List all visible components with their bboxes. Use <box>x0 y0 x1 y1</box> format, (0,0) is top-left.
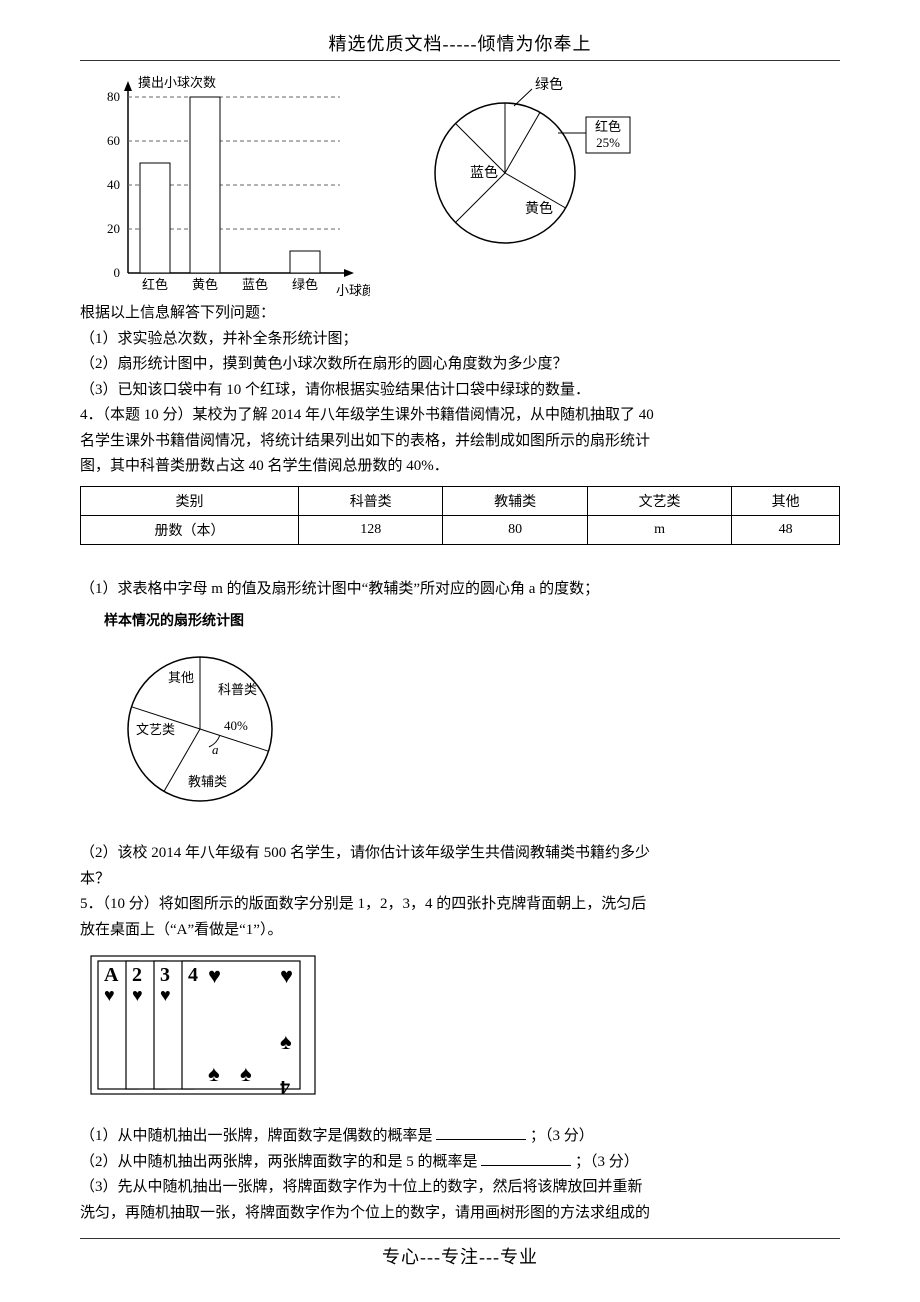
svg-text:3: 3 <box>160 964 170 986</box>
th-3: 文艺类 <box>587 486 731 515</box>
q5-p2: （2）从中随机抽出两张牌，两张牌面数字的和是 5 的概率是 ；（3 分） <box>80 1150 840 1176</box>
svg-text:其他: 其他 <box>168 670 194 685</box>
svg-text:科普类: 科普类 <box>218 682 257 697</box>
q5-p3a: （3）先从中随机抽出一张牌，将牌面数字作为十位上的数字，然后将该牌放回并重新 <box>80 1175 840 1201</box>
th-2: 教辅类 <box>443 486 587 515</box>
table-header-row: 类别 科普类 教辅类 文艺类 其他 <box>81 486 840 515</box>
pie2-title: 样本情况的扇形统计图 <box>104 610 840 630</box>
q4-part2: （2）该校 2014 年八年级有 500 名学生，请你估计该年级学生共借阅教辅类… <box>80 841 840 892</box>
bar-chart-svg: 0 20 40 60 80 红色 黄色 蓝色 绿色 摸出小 <box>90 73 370 301</box>
td-2: m <box>587 515 731 544</box>
charts-row: 0 20 40 60 80 红色 黄色 蓝色 绿色 摸出小 <box>90 73 840 293</box>
svg-text:0: 0 <box>114 265 121 280</box>
td-1: 80 <box>443 515 587 544</box>
td-3: 48 <box>732 515 840 544</box>
q5-p1: （1）从中随机抽出一张牌，牌面数字是偶数的概率是 ；（3 分） <box>80 1124 840 1150</box>
q3-line3: （2）扇形统计图中，摸到黄色小球次数所在扇形的圆心角度数为多少度？ <box>80 352 840 378</box>
q5-p3b: 洗匀，再随机抽取一张，将牌面数字作为个位上的数字，请用画树形图的方法求组成的 <box>80 1201 840 1227</box>
q3-text: 根据以上信息解答下列问题： （1）求实验总次数，并补全条形统计图； （2）扇形统… <box>80 301 840 403</box>
q5-intro-l1: 5．（10 分）将如图所示的版面数字分别是 1，2，3，4 的四张扑克牌背面朝上… <box>80 892 840 918</box>
svg-text:♥: ♥ <box>132 985 143 1005</box>
page-footer: 专心---专注---专业 <box>80 1243 840 1269</box>
svg-text:40%: 40% <box>224 718 248 733</box>
svg-text:80: 80 <box>107 89 120 104</box>
svg-text:60: 60 <box>107 133 120 148</box>
th-1: 科普类 <box>298 486 442 515</box>
svg-text:红色: 红色 <box>595 119 621 134</box>
pie-chart-2: 样本情况的扇形统计图 其他 科普类 40% a 文艺类 教辅类 <box>90 610 840 829</box>
bar-y-axis-label: 摸出小球次数 <box>138 75 216 90</box>
pie-chart-1-svg: 绿色 红色 25% 蓝色 黄色 <box>410 73 660 273</box>
td-label: 册数（本） <box>81 515 299 544</box>
cards-svg: A ♥ 2 ♥ 3 ♥ 4 ♥ ♥ ♠ ♠ ♠ <box>90 955 350 1105</box>
svg-text:40: 40 <box>107 177 120 192</box>
svg-text:蓝色: 蓝色 <box>242 277 268 292</box>
svg-text:绿色: 绿色 <box>292 277 318 292</box>
svg-text:♥: ♥ <box>208 963 221 988</box>
q5-p1b: ；（3 分） <box>530 1128 594 1144</box>
bar-chart: 0 20 40 60 80 红色 黄色 蓝色 绿色 摸出小 <box>90 73 370 293</box>
svg-text:文艺类: 文艺类 <box>136 722 175 737</box>
q4-intro-l1: 4．（本题 10 分）某校为了解 2014 年八年级学生课外书籍借阅情况，从中随… <box>80 403 840 429</box>
svg-text:25%: 25% <box>596 135 620 150</box>
td-0: 128 <box>298 515 442 544</box>
pie-chart-2-svg: 其他 科普类 40% a 文艺类 教辅类 <box>90 634 320 824</box>
svg-text:♠: ♠ <box>240 1061 252 1086</box>
svg-text:A: A <box>104 964 119 986</box>
table-data-row: 册数（本） 128 80 m 48 <box>81 515 840 544</box>
svg-text:♥: ♥ <box>160 985 171 1005</box>
svg-text:教辅类: 教辅类 <box>188 774 227 789</box>
q4-intro-l2: 名学生课外书籍借阅情况，将统计结果列出如下的表格，并绘制成如图所示的扇形统计 <box>80 429 840 455</box>
header-rule <box>80 60 840 61</box>
playing-cards: A ♥ 2 ♥ 3 ♥ 4 ♥ ♥ ♠ ♠ ♠ <box>90 955 840 1110</box>
q4-intro-l3: 图，其中科普类册数占这 40 名学生借阅总册数的 40%． <box>80 454 840 480</box>
pie-chart-1: 绿色 红色 25% 蓝色 黄色 <box>410 73 660 273</box>
svg-text:红色: 红色 <box>142 277 168 292</box>
blank-2[interactable] <box>481 1151 571 1166</box>
data-table: 类别 科普类 教辅类 文艺类 其他 册数（本） 128 80 m 48 <box>80 486 840 545</box>
footer-rule <box>80 1238 840 1239</box>
page-header: 精选优质文档-----倾情为你奉上 <box>80 30 840 56</box>
th-0: 类别 <box>81 486 299 515</box>
svg-text:黄色: 黄色 <box>192 277 218 292</box>
q3-line1: 根据以上信息解答下列问题： <box>80 301 840 327</box>
svg-text:蓝色: 蓝色 <box>470 164 498 181</box>
q5-intro-l2: 放在桌面上（“A”看做是“1”）。 <box>80 918 840 944</box>
q3-line4: （3）已知该口袋中有 10 个红球，请你根据实验结果估计口袋中绿球的数量． <box>80 378 840 404</box>
svg-text:2: 2 <box>132 964 142 986</box>
q4-part2-l2: 本？ <box>80 867 840 893</box>
q3-line2: （1）求实验总次数，并补全条形统计图； <box>80 327 840 353</box>
q5-p2b: ；（3 分） <box>575 1154 639 1170</box>
svg-text:a: a <box>212 742 219 757</box>
svg-text:♥: ♥ <box>280 963 293 988</box>
q4-part1: （1）求表格中字母 m 的值及扇形统计图中“教辅类”所对应的圆心角 a 的度数； <box>80 577 840 603</box>
bar-x-axis-label: 小球颜色 <box>336 283 370 298</box>
svg-text:♥: ♥ <box>104 985 115 1005</box>
q5-parts: （1）从中随机抽出一张牌，牌面数字是偶数的概率是 ；（3 分） （2）从中随机抽… <box>80 1124 840 1226</box>
q5-p2a: （2）从中随机抽出两张牌，两张牌面数字的和是 5 的概率是 <box>80 1154 478 1170</box>
q5-intro: 5．（10 分）将如图所示的版面数字分别是 1，2，3，4 的四张扑克牌背面朝上… <box>80 892 840 943</box>
blank-1[interactable] <box>436 1125 526 1140</box>
th-4: 其他 <box>732 486 840 515</box>
svg-text:♠: ♠ <box>208 1061 220 1086</box>
svg-text:绿色: 绿色 <box>535 76 563 93</box>
svg-text:20: 20 <box>107 221 120 236</box>
q4-part2-l1: （2）该校 2014 年八年级有 500 名学生，请你估计该年级学生共借阅教辅类… <box>80 841 840 867</box>
svg-text:4: 4 <box>280 1076 290 1098</box>
svg-text:黄色: 黄色 <box>525 200 553 217</box>
q5-p1a: （1）从中随机抽出一张牌，牌面数字是偶数的概率是 <box>80 1128 433 1144</box>
svg-text:♠: ♠ <box>280 1029 292 1054</box>
q4-intro: 4．（本题 10 分）某校为了解 2014 年八年级学生课外书籍借阅情况，从中随… <box>80 403 840 480</box>
svg-text:4: 4 <box>188 964 198 986</box>
